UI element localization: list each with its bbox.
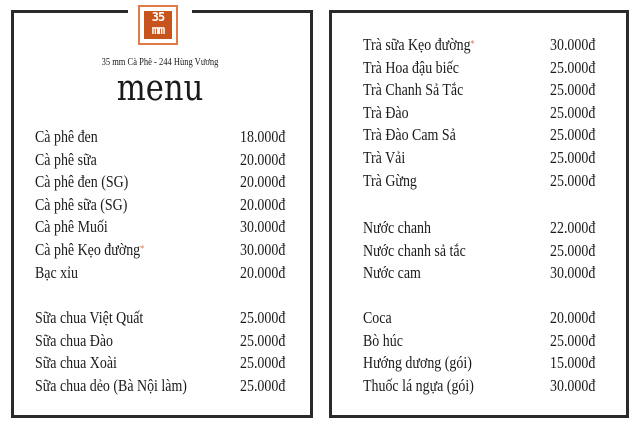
item-name: Nước cam	[363, 263, 421, 283]
menu-item-name: Bò húc	[363, 331, 403, 351]
menu-item-name: Trà Đào	[363, 103, 409, 123]
menu-item-price: 25.000đ	[240, 308, 286, 327]
menu-item-price: 20.000đ	[240, 194, 286, 214]
cafe-address: 35 mm Cà Phê - 244 Hùng Vương	[101, 57, 219, 68]
menu-item-name: Trà Đào Cam Sả	[363, 125, 456, 145]
menu-item-name: Coca	[363, 308, 392, 328]
item-name: Sữa chua dẻo (Bà Nội làm)	[35, 375, 187, 395]
menu-title: menu	[116, 68, 204, 109]
menu-item-name: Trà Hoa đậu biếc	[363, 58, 459, 78]
menu-item-price: 22.000đ	[550, 218, 596, 237]
item-name: Bạc xỉu	[35, 262, 78, 282]
menu-item-name: Bạc xỉu	[35, 263, 78, 283]
menu-item-name: Cà phê Kẹo đường*	[35, 240, 144, 260]
item-name: Trà Gừng	[363, 170, 417, 190]
item-name: Sữa chua Đào	[35, 330, 114, 350]
item-name: Hướng dương (gói)	[363, 353, 472, 373]
menu-item-price: 30.000đ	[550, 375, 596, 395]
menu-item-name: Cà phê sữa (SG)	[35, 195, 127, 215]
item-name: Trà sữa Kẹo đường	[363, 35, 471, 54]
menu-item-price: 30.000đ	[240, 217, 286, 237]
menu-item-name: Cà phê đen	[35, 127, 98, 147]
item-name: Cà phê sữa	[35, 149, 97, 169]
item-name: Cà phê sữa (SG)	[35, 194, 128, 214]
menu-item-name: Trà Gừng	[363, 171, 417, 191]
menu-item-name: Nước cam	[363, 263, 421, 283]
menu-item-name: Cà phê đen (SG)	[35, 172, 128, 192]
brand-logo: 35 mm	[138, 5, 178, 45]
menu-item-price: 20.000đ	[240, 172, 286, 192]
menu-item-price: 15.000đ	[550, 353, 596, 373]
menu-item-price: 20.000đ	[550, 308, 596, 327]
menu-item-name: Sữa chua Đào	[35, 331, 113, 351]
menu-item-price: 25.000đ	[240, 330, 286, 350]
item-name: Trà Đào	[363, 102, 409, 122]
menu-item-name: Trà Vải	[363, 148, 405, 168]
menu-item-name: Thuốc lá ngựa (gói)	[363, 376, 474, 396]
menu-item-price: 25.000đ	[240, 375, 286, 395]
item-name: Cà phê đen	[35, 127, 98, 146]
item-name: Cà phê Kẹo đường	[35, 240, 141, 259]
menu-item-name: Cà phê sữa	[35, 150, 97, 170]
menu-item-name: Cà phê Muối	[35, 217, 108, 237]
item-name: Cà phê đen (SG)	[35, 172, 129, 192]
menu-item-price: 30.000đ	[550, 35, 596, 54]
menu-item-name: Hướng dương (gói)	[363, 353, 472, 373]
right-menu-panel	[329, 10, 629, 418]
menu-item-price: 25.000đ	[240, 353, 286, 373]
item-name: Sữa chua Việt Quất	[35, 308, 144, 327]
menu-item-price: 25.000đ	[550, 170, 596, 190]
menu-item-price: 25.000đ	[550, 240, 596, 260]
menu-item-name: Trà Chanh Sả Tắc	[363, 80, 463, 100]
menu-item-price: 25.000đ	[550, 102, 596, 122]
item-name: Bò húc	[363, 330, 403, 350]
item-name: Sữa chua Xoài	[35, 353, 117, 373]
menu-item-name: Sữa chua Việt Quất	[35, 308, 143, 328]
menu-item-price: 25.000đ	[550, 330, 596, 350]
menu-item-name: Sữa chua dẻo (Bà Nội làm)	[35, 376, 187, 396]
item-name: Coca	[363, 308, 392, 327]
menu-item-price: 20.000đ	[240, 262, 286, 282]
menu-item-name: Trà sữa Kẹo đường*	[363, 35, 475, 55]
menu-item-name: Nước chanh	[363, 218, 431, 238]
menu-item-price: 30.000đ	[240, 240, 286, 259]
asterisk-mark: *	[470, 39, 475, 50]
item-name: Nước chanh sả tắc	[363, 240, 466, 260]
item-name: Trà Chanh Sả Tắc	[363, 80, 464, 100]
menu-item-price: 20.000đ	[240, 149, 286, 169]
item-name: Trà Vải	[363, 148, 406, 167]
menu-item-price: 25.000đ	[550, 57, 596, 77]
item-name: Thuốc lá ngựa (gói)	[363, 375, 474, 395]
menu-item-name: Nước chanh sả tắc	[363, 241, 466, 261]
item-name: Nước chanh	[363, 218, 431, 237]
menu-item-price: 25.000đ	[550, 80, 596, 100]
menu-item-name: Sữa chua Xoài	[35, 353, 117, 373]
asterisk-mark: *	[140, 244, 145, 255]
menu-item-price: 25.000đ	[550, 148, 596, 167]
menu-item-price: 25.000đ	[550, 125, 596, 145]
menu-item-price: 30.000đ	[550, 263, 596, 283]
item-name: Cà phê Muối	[35, 217, 108, 237]
item-name: Trà Đào Cam Sả	[363, 125, 456, 145]
item-name: Trà Hoa đậu biếc	[363, 57, 459, 77]
menu-item-price: 18.000đ	[240, 127, 286, 146]
